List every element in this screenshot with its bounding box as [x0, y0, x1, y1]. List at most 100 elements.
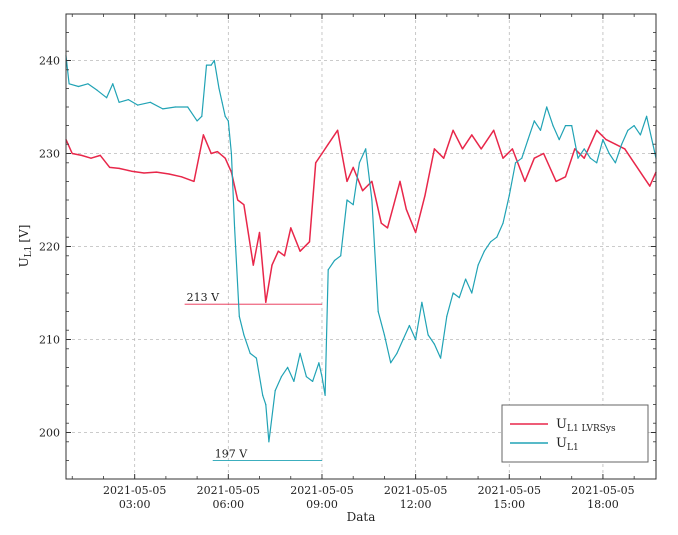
series-point-ul1 — [118, 101, 120, 103]
y-tick-label: 220 — [39, 241, 60, 254]
series-point-ul1-lvrsys — [511, 148, 513, 150]
series-point-ul1-lvrsys — [90, 157, 92, 159]
series-point-ul1 — [477, 264, 479, 266]
series-point-ul1 — [627, 129, 629, 131]
series-point-ul1-lvrsys — [290, 227, 292, 229]
series-point-ul1-lvrsys — [237, 199, 239, 201]
series-point-ul1-lvrsys — [424, 194, 426, 196]
series-point-ul1 — [213, 59, 215, 62]
series-point-ul1-lvrsys — [258, 231, 261, 234]
series-point-ul1 — [564, 125, 567, 127]
series-point-ul1-lvrsys — [633, 162, 635, 164]
series-point-ul1-lvrsys — [524, 180, 526, 182]
y-axis-label: UL1[V] — [17, 225, 34, 268]
series-point-ul1 — [433, 343, 435, 345]
series-point-ul1-lvrsys — [143, 172, 145, 174]
series-point-ul1 — [490, 241, 492, 243]
series-line-ul1 — [65, 55, 657, 443]
series-point-ul1 — [527, 139, 529, 141]
series-point-ul1-lvrsys — [461, 148, 464, 150]
x-tick-date: 2021-05-05 — [478, 484, 541, 497]
series-point-ul1 — [340, 255, 342, 257]
x-tick-time: 03:00 — [119, 498, 151, 511]
series-point-ul1-lvrsys — [131, 170, 133, 172]
series-point-ul1-lvrsys — [393, 204, 395, 206]
series-point-ul1-lvrsys — [99, 154, 101, 156]
series-point-ul1-lvrsys — [399, 180, 401, 182]
series-point-ul1 — [639, 134, 642, 136]
series-point-ul1-lvrsys — [283, 255, 286, 257]
series-point-ul1 — [324, 394, 326, 396]
series-point-ul1-lvrsys — [193, 180, 195, 182]
series-point-ul1 — [633, 125, 635, 127]
series-point-ul1 — [305, 376, 307, 378]
series-point-ul1-lvrsys — [624, 148, 626, 150]
series-point-ul1 — [174, 106, 176, 108]
series-point-ul1-lvrsys — [271, 264, 273, 266]
series-point-ul1-lvrsys — [346, 180, 348, 182]
series-point-ul1-lvrsys — [321, 152, 323, 155]
series-point-ul1 — [415, 338, 417, 341]
series-point-ul1 — [539, 129, 542, 131]
series-point-ul1-lvrsys — [480, 148, 482, 150]
series-point-ul1 — [558, 139, 560, 141]
series-point-ul1-lvrsys — [81, 154, 83, 156]
series-point-ul1-lvrsys — [386, 227, 389, 229]
series-point-ul1 — [396, 352, 398, 354]
series-point-ul1-lvrsys — [433, 148, 435, 150]
series-point-ul1 — [227, 120, 229, 122]
series-point-ul1 — [87, 83, 89, 85]
series-point-ul1-lvrsys — [471, 134, 473, 136]
x-tick-time: 12:00 — [400, 498, 432, 511]
series-point-ul1 — [483, 250, 485, 252]
series-point-ul1 — [533, 120, 535, 122]
series-point-ul1-lvrsys — [352, 166, 354, 168]
legend-box — [501, 404, 649, 463]
series-point-ul1 — [255, 357, 257, 359]
series-point-ul1-lvrsys — [252, 264, 254, 266]
series-point-ul1 — [508, 194, 510, 196]
series-point-ul1-lvrsys — [337, 129, 339, 131]
series-point-ul1 — [646, 115, 648, 117]
series-point-ul1 — [577, 157, 579, 159]
series-point-ul1 — [262, 394, 264, 396]
series-point-ul1 — [465, 278, 467, 280]
x-tick-time: 18:00 — [587, 498, 619, 511]
series-point-ul1 — [346, 199, 348, 201]
series-point-ul1 — [268, 441, 270, 443]
series-point-ul1 — [496, 236, 498, 238]
series-point-ul1 — [621, 143, 623, 145]
series-point-ul1-lvrsys — [315, 162, 317, 164]
series-point-ul1-lvrsys — [243, 204, 245, 206]
series-point-ul1 — [408, 324, 410, 327]
series-point-ul1 — [546, 106, 548, 108]
series-point-ul1-lvrsys — [452, 129, 454, 131]
legend-label-ul1: UL1 — [556, 436, 579, 453]
series-point-ul1-lvrsys — [596, 129, 598, 131]
x-tick-time: 09:00 — [306, 498, 338, 511]
series-point-ul1 — [96, 89, 98, 91]
series-point-ul1 — [458, 297, 460, 299]
series-point-ul1-lvrsys — [371, 180, 373, 182]
series-point-ul1 — [243, 334, 245, 336]
series-point-ul1 — [390, 362, 392, 364]
series-point-ul1-lvrsys — [224, 157, 226, 159]
series-point-ul1 — [514, 162, 517, 164]
series-point-ul1 — [280, 376, 282, 378]
series-point-ul1-lvrsys — [308, 241, 311, 243]
series-point-ul1-lvrsys — [109, 166, 111, 168]
x-axis-label: Data — [347, 510, 376, 524]
series-point-ul1-lvrsys — [415, 231, 417, 234]
series-point-ul1-lvrsys — [277, 250, 279, 252]
series-point-ul1 — [608, 152, 610, 155]
series-point-ul1-lvrsys — [493, 129, 495, 131]
series-point-ul1 — [68, 83, 70, 85]
series-point-ul1 — [502, 222, 504, 224]
series-point-ul1-lvrsys — [614, 143, 617, 145]
series-point-ul1 — [187, 106, 189, 108]
series-point-ul1 — [596, 162, 598, 164]
series-point-ul1 — [327, 269, 329, 271]
series-point-ul1 — [77, 85, 80, 88]
series-point-ul1-lvrsys — [168, 173, 170, 175]
